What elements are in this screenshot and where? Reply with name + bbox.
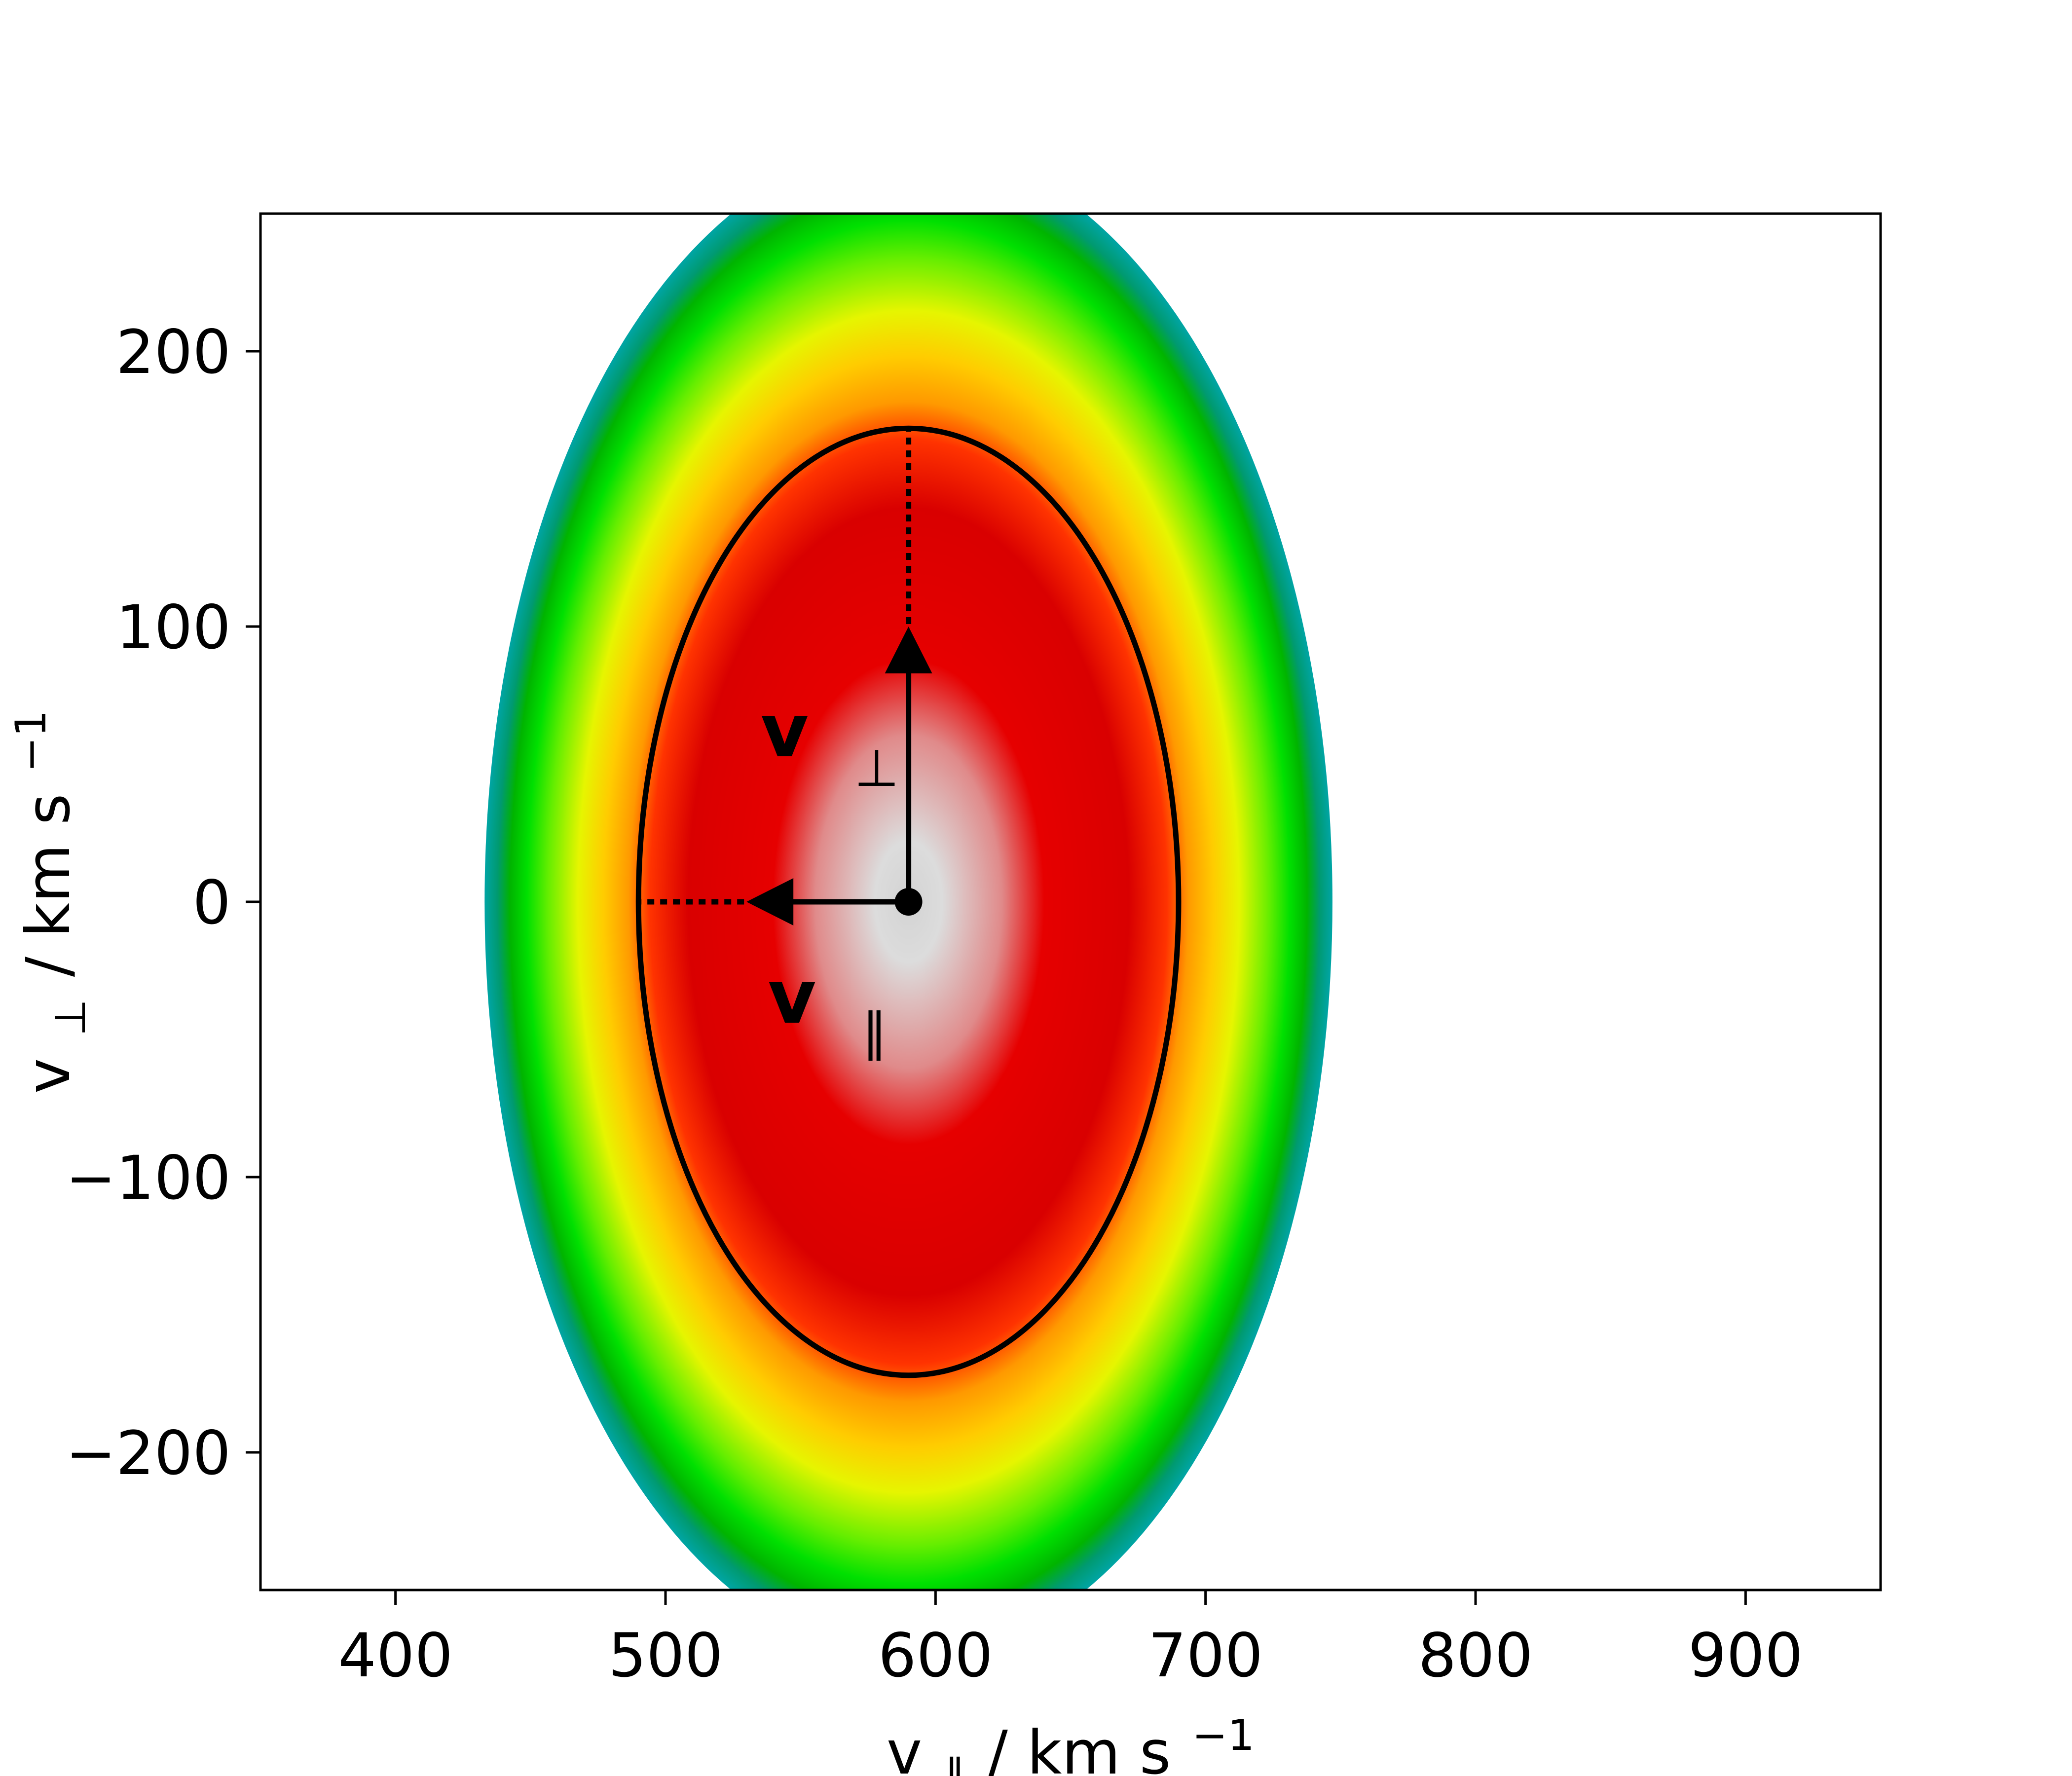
y-axis-label-unit: / km s xyxy=(13,794,83,977)
annotation-v-perp: v ⊥ xyxy=(761,688,899,798)
x-tick-label: 900 xyxy=(1688,1621,1803,1691)
x-tick-label: 600 xyxy=(878,1621,993,1691)
x-tick-label: 500 xyxy=(608,1621,723,1691)
x-axis: 400 500 600 700 800 900 xyxy=(338,1590,1803,1691)
annotation-v-par-symbol: v xyxy=(768,955,816,1040)
x-tick-label: 800 xyxy=(1418,1621,1533,1691)
x-axis-label: v ∥ / km s −1 xyxy=(887,1711,1255,1776)
x-axis-label-subscript: ∥ xyxy=(944,1750,965,1776)
y-axis-label-symbol: v xyxy=(13,1058,83,1094)
x-axis-label-superscript: −1 xyxy=(1192,1711,1255,1760)
y-axis-label-superscript: −1 xyxy=(6,710,56,773)
x-axis-label-unit: / km s xyxy=(988,1718,1171,1776)
y-axis-label-subscript: ⊥ xyxy=(46,999,95,1036)
annotation-v-par: v ∥ xyxy=(768,955,888,1062)
v-perp-arrowhead xyxy=(885,627,932,673)
annotation-v-perp-symbol: v xyxy=(761,688,809,774)
x-tick-label: 700 xyxy=(1148,1621,1263,1691)
annotation-v-par-subscript: ∥ xyxy=(862,1002,888,1062)
velocity-vectors xyxy=(638,428,932,925)
distribution-center-dot xyxy=(894,888,923,916)
x-tick-label: 400 xyxy=(338,1621,453,1691)
y-axis: −200 −100 0 100 200 xyxy=(66,317,260,1488)
y-tick-label: −100 xyxy=(66,1143,231,1213)
y-tick-label: 0 xyxy=(192,868,231,938)
x-axis-label-symbol: v xyxy=(887,1718,922,1776)
y-tick-label: −200 xyxy=(66,1418,231,1488)
v-par-arrowhead xyxy=(746,878,794,925)
annotation-v-perp-subscript: ⊥ xyxy=(854,738,899,798)
y-axis-label: v ⊥ / km s −1 xyxy=(6,710,99,1094)
y-tick-label: 200 xyxy=(116,317,231,387)
y-tick-label: 100 xyxy=(116,592,231,663)
